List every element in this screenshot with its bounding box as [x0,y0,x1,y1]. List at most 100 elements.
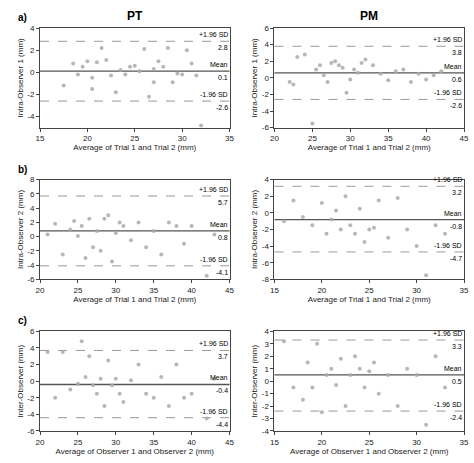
svg-text:15: 15 [270,286,279,295]
svg-text:Intra-Observer 1 (mm): Intra-Observer 1 (mm) [16,38,25,117]
svg-text:Average of Trial 1 and Trial 2: Average of Trial 1 and Trial 2 (mm) [308,295,431,304]
svg-text:c): c) [18,315,27,326]
svg-text:30: 30 [111,286,120,295]
svg-text:-4: -4 [262,242,270,251]
svg-text:3.7: 3.7 [218,353,228,360]
svg-text:45: 45 [225,438,234,447]
svg-text:40: 40 [187,286,196,295]
svg-text:25: 25 [73,438,82,447]
svg-text:35: 35 [225,134,234,143]
svg-text:-1: -1 [262,389,270,398]
svg-text:Intra-Observer 1 (mm): Intra-Observer 1 (mm) [250,38,259,117]
svg-text:15: 15 [36,134,45,143]
svg-text:Average of Trial 1 and Trial 2: Average of Trial 1 and Trial 2 (mm) [73,143,196,152]
svg-text:-6: -6 [27,427,35,436]
svg-text:20: 20 [83,134,92,143]
svg-text:45: 45 [460,134,469,143]
svg-text:-1.96 SD: -1.96 SD [200,91,228,98]
svg-text:20: 20 [317,286,326,295]
svg-text:Mean: Mean [210,221,228,228]
svg-text:3: 3 [264,340,269,349]
svg-text:2.8: 2.8 [218,44,228,51]
svg-text:-2: -2 [262,225,270,234]
svg-text:-1.96 SD: -1.96 SD [200,256,228,263]
svg-text:25: 25 [73,286,82,295]
svg-text:-6: -6 [262,259,270,268]
svg-text:-2: -2 [27,247,35,256]
svg-text:35: 35 [460,286,469,295]
svg-text:-4.4: -4.4 [216,421,228,428]
svg-text:20: 20 [36,438,45,447]
svg-text:3.2: 3.2 [452,189,462,196]
svg-text:PT: PT [127,9,143,23]
svg-text:0: 0 [264,74,269,83]
svg-text:Average of Observer 1 and Obse: Average of Observer 1 and Observer 2 (mm… [55,447,214,456]
svg-text:0.8: 0.8 [218,234,228,241]
svg-text:-2: -2 [262,402,270,411]
svg-text:2: 2 [264,57,269,66]
svg-text:0: 0 [264,377,269,386]
svg-text:-2: -2 [27,90,35,99]
svg-text:Average of Trial 1 and Trial 2: Average of Trial 1 and Trial 2 (mm) [308,143,431,152]
svg-text:2: 2 [30,360,35,369]
svg-text:+1.96 SD: +1.96 SD [199,340,228,347]
svg-text:8: 8 [30,175,35,184]
svg-text:4: 4 [264,327,269,336]
svg-text:Mean: Mean [210,61,228,68]
svg-text:30: 30 [412,286,421,295]
svg-text:Mean: Mean [444,63,462,70]
svg-text:2: 2 [30,46,35,55]
svg-text:30: 30 [412,438,421,447]
svg-text:2: 2 [264,192,269,201]
svg-text:-4: -4 [262,107,270,116]
svg-text:-4: -4 [262,427,270,436]
svg-text:+1.96 SD: +1.96 SD [433,176,462,183]
svg-text:0: 0 [30,68,35,77]
svg-text:40: 40 [187,438,196,447]
svg-text:4: 4 [30,24,35,33]
svg-text:-8: -8 [262,275,270,284]
svg-text:PM: PM [360,9,378,23]
svg-text:-2.6: -2.6 [216,104,228,111]
svg-text:20: 20 [317,438,326,447]
svg-text:-6: -6 [27,275,35,284]
svg-text:-4: -4 [27,410,35,419]
svg-text:25: 25 [365,438,374,447]
svg-text:30: 30 [346,134,355,143]
svg-text:30: 30 [111,438,120,447]
svg-text:-4: -4 [27,261,35,270]
svg-text:30: 30 [178,134,187,143]
svg-text:4: 4 [264,175,269,184]
svg-text:20: 20 [270,134,279,143]
svg-text:4: 4 [30,204,35,213]
svg-text:4: 4 [30,344,35,353]
svg-text:0.6: 0.6 [452,76,462,83]
svg-text:6: 6 [264,24,269,33]
svg-text:-0.4: -0.4 [216,387,228,394]
svg-text:Mean: Mean [210,374,228,381]
svg-text:-0.8: -0.8 [450,223,462,230]
svg-text:35: 35 [149,286,158,295]
svg-text:2: 2 [264,352,269,361]
svg-text:+1.96 SD: +1.96 SD [199,31,228,38]
svg-text:Average of Trial 1 and Trial 2: Average of Trial 1 and Trial 2 (mm) [73,295,196,304]
svg-text:Intra-Observer 2 (mm): Intra-Observer 2 (mm) [250,190,259,269]
svg-text:15: 15 [270,438,279,447]
svg-text:35: 35 [460,438,469,447]
svg-text:0: 0 [264,209,269,218]
svg-text:-2.4: -2.4 [450,414,462,421]
svg-text:Average of Observer 1 and Obse: Average of Observer 1 and Observer 2 (mm… [290,447,449,456]
svg-text:25: 25 [308,134,317,143]
svg-text:+1.96 SD: +1.96 SD [433,36,462,43]
svg-text:4: 4 [264,40,269,49]
svg-text:a): a) [18,12,27,23]
svg-text:Inter-Observer (mm): Inter-Observer (mm) [250,345,259,418]
svg-text:0: 0 [30,377,35,386]
svg-text:Mean: Mean [444,365,462,372]
svg-text:+1.96 SD: +1.96 SD [199,186,228,193]
svg-text:45: 45 [225,286,234,295]
svg-text:35: 35 [384,134,393,143]
svg-text:0.5: 0.5 [452,378,462,385]
svg-text:-6: -6 [262,123,270,132]
svg-text:6: 6 [30,327,35,336]
